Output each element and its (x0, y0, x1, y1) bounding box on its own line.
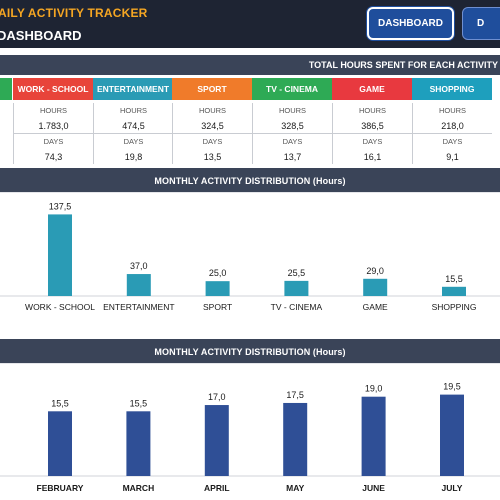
days-label: DAYS (252, 134, 332, 149)
hours-value: 328,5 (252, 118, 332, 133)
chart-bar (205, 281, 230, 296)
row-divider (13, 133, 93, 134)
monthly-chart-header: MONTHLY ACTIVITY DISTRIBUTION (Hours) (0, 339, 500, 363)
totals-table: WORK - SCHOOL HOURS 1.783,0 DAYS 74,3 ENTERTA… (0, 78, 500, 164)
bar-value-label: 29,0 (366, 266, 384, 276)
category-label: GAME (363, 302, 388, 312)
second-nav-button[interactable]: D (462, 7, 500, 40)
totals-column-header: SHOPPING (412, 78, 492, 100)
top-app-bar: AILY ACTIVITY TRACKER DASHBOARD DASHBOAR… (0, 0, 500, 48)
totals-header-bar: TOTAL HOURS SPENT FOR EACH ACTIVITY (0, 55, 500, 75)
page-title: DASHBOARD (0, 28, 82, 43)
chart-bar (48, 411, 72, 476)
chart-bar (284, 280, 309, 296)
days-value: 13,5 (172, 149, 252, 164)
hours-label: HOURS (412, 103, 492, 118)
category-label: SPORT (203, 302, 232, 312)
hours-value: 386,5 (332, 118, 412, 133)
bar-value-label: 25,5 (288, 268, 306, 278)
category-label: JULY (442, 483, 463, 493)
totals-column: ENTERTAINMENT HOURS 474,5 DAYS 19,8 (93, 78, 173, 164)
category-label: APRIL (204, 483, 230, 493)
totals-column: SHOPPING HOURS 218,0 DAYS 9,1 (412, 78, 492, 164)
bar-value-label: 17,5 (286, 390, 304, 400)
days-label: DAYS (332, 134, 412, 149)
totals-column-header: GAME (332, 78, 412, 100)
totals-title: TOTAL HOURS SPENT FOR EACH ACTIVITY (308, 60, 498, 70)
days-value: 74,3 (13, 149, 93, 164)
chart-bar (440, 394, 464, 476)
activity-chart-panel: 137,5 WORK - SCHOOL 37,0 ENTERTAINMENT 25,0 S… (0, 192, 500, 332)
chart-bar (442, 286, 466, 296)
days-label: DAYS (13, 134, 93, 149)
totals-edge-column (0, 78, 12, 160)
dashboard-button[interactable]: DASHBOARD (367, 7, 454, 40)
category-label: FEBRUARY (37, 483, 84, 493)
bar-value-label: 15,5 (130, 398, 148, 408)
app-title: AILY ACTIVITY TRACKER (0, 6, 148, 20)
chart-bar (48, 214, 72, 296)
row-divider (252, 133, 332, 134)
bar-value-label: 19,5 (443, 382, 461, 392)
totals-column-header: SPORT (172, 78, 252, 100)
days-label: DAYS (93, 134, 173, 149)
bar-value-label: 15,5 (51, 398, 69, 408)
monthly-chart-svg: 15,5 FEBRUARY 15,5 MARCH 17,0 APRIL 17,5 MAY 19,… (0, 382, 500, 493)
row-divider (332, 133, 412, 134)
days-label: DAYS (412, 134, 492, 149)
totals-column: WORK - SCHOOL HOURS 1.783,0 DAYS 74,3 (13, 78, 93, 164)
days-value: 13,7 (252, 149, 332, 164)
chart-bar (361, 396, 386, 476)
hours-value: 474,5 (93, 118, 173, 133)
hours-label: HOURS (13, 103, 93, 118)
chart-bar (204, 405, 229, 476)
hours-label: HOURS (332, 103, 412, 118)
days-value: 9,1 (412, 149, 492, 164)
row-divider (93, 133, 173, 134)
category-label: TV - CINEMA (271, 302, 323, 312)
totals-column: SPORT HOURS 324,5 DAYS 13,5 (172, 78, 252, 164)
edge-column-header (0, 78, 12, 100)
totals-column-header: ENTERTAINMENT (93, 78, 173, 100)
category-label: WORK - SCHOOL (25, 302, 95, 312)
bar-value-label: 15,5 (445, 274, 463, 284)
totals-column: GAME HOURS 386,5 DAYS 16,1 (332, 78, 412, 164)
days-value: 16,1 (332, 149, 412, 164)
totals-column-header: TV - CINEMA (252, 78, 332, 100)
chart-bar (283, 402, 308, 476)
totals-column: TV - CINEMA HOURS 328,5 DAYS 13,7 (252, 78, 332, 164)
bar-value-label: 25,0 (209, 268, 227, 278)
days-label: DAYS (172, 134, 252, 149)
row-divider (412, 133, 492, 134)
category-label: MARCH (123, 483, 155, 493)
totals-column-header: WORK - SCHOOL (13, 78, 93, 100)
monthly-chart-panel: 15,5 FEBRUARY 15,5 MARCH 17,0 APRIL 17,5 MAY 19,… (0, 363, 500, 500)
hours-value: 324,5 (172, 118, 252, 133)
chart-bar (363, 278, 388, 296)
category-label: JUNE (362, 483, 385, 493)
bar-value-label: 37,0 (130, 261, 148, 271)
hours-label: HOURS (172, 103, 252, 118)
bar-value-label: 137,5 (49, 201, 72, 211)
monthly-chart-title: MONTHLY ACTIVITY DISTRIBUTION (Hours) (154, 347, 346, 357)
activity-chart-title: MONTHLY ACTIVITY DISTRIBUTION (Hours) (154, 176, 346, 186)
activity-chart-svg: 137,5 WORK - SCHOOL 37,0 ENTERTAINMENT 25,0 S… (0, 201, 500, 312)
chart-bar (126, 274, 151, 296)
hours-label: HOURS (93, 103, 173, 118)
hours-label: HOURS (252, 103, 332, 118)
activity-chart-header: MONTHLY ACTIVITY DISTRIBUTION (Hours) (0, 168, 500, 192)
chart-bar (126, 411, 151, 476)
bar-value-label: 19,0 (365, 384, 383, 394)
category-label: ENTERTAINMENT (103, 302, 174, 312)
bar-value-label: 17,0 (208, 392, 226, 402)
category-label: MAY (286, 483, 304, 493)
category-label: SHOPPING (432, 302, 477, 312)
hours-value: 1.783,0 (13, 118, 93, 133)
row-divider (172, 133, 252, 134)
days-value: 19,8 (93, 149, 173, 164)
hours-value: 218,0 (412, 118, 492, 133)
